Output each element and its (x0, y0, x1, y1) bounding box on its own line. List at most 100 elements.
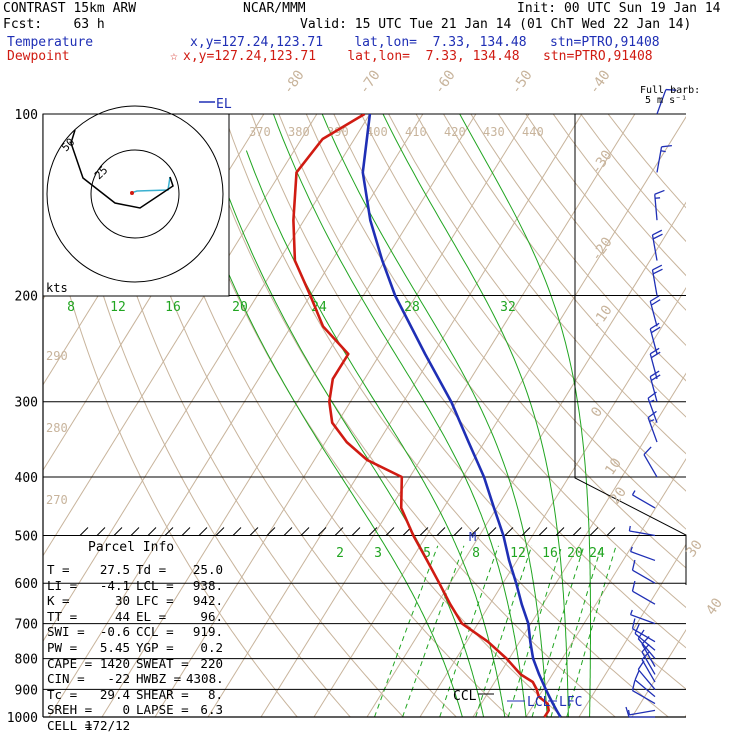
parcel-value: 96. (200, 608, 223, 624)
dry-adiabat-line (251, 114, 686, 690)
mixing-ratio-label: 3 (374, 546, 382, 561)
pressure-tick-label: 700 (15, 618, 38, 633)
mixing-ratio-line (550, 545, 602, 718)
parcel-value: 27.5 (99, 562, 130, 577)
wind-barb-staff (632, 569, 656, 584)
wind-barb-staff (656, 89, 667, 115)
wind-barb (651, 264, 663, 296)
parcel-value: 942. (192, 593, 223, 609)
barb-column-boundary (574, 114, 687, 585)
wind-barb-flag (650, 374, 661, 382)
wind-barb-staff (643, 454, 658, 478)
wind-barb (647, 410, 658, 443)
parcel-key: CELL = (47, 717, 93, 733)
isotherm-line (631, 628, 686, 718)
wind-barb-staff (634, 633, 656, 651)
dry-adiabat-line (113, 114, 457, 718)
parcel-info-row: K = 30 LFC = 942. (47, 593, 223, 609)
parcel-key: LCL = (136, 577, 174, 593)
dry-adiabat-line (470, 114, 686, 382)
wind-barb-half (628, 525, 631, 532)
moist-adiabat-line (459, 114, 591, 717)
hodograph-units: kts (46, 281, 68, 295)
moist-adiabat-line (245, 150, 506, 718)
wind-barb (631, 580, 656, 605)
wind-barb-flag (650, 326, 661, 334)
parcel-key: EL = (136, 608, 167, 624)
parcel-info-row: CAPE = 1420 SWEAT = 220 (47, 656, 223, 672)
wind-barb-flag (631, 618, 636, 629)
dry-adiabat-line (43, 180, 298, 718)
hatch-mark (249, 527, 259, 536)
wind-barbs (625, 88, 677, 718)
parcel-value: 172/12 (85, 717, 131, 733)
hodograph-ring-25 (90, 149, 180, 239)
wind-barb-staff (632, 590, 656, 605)
profile-series (292, 114, 562, 718)
isotherm-line (525, 457, 686, 718)
wind-barb-flag (649, 322, 660, 330)
hatch-mark (351, 527, 361, 536)
hatch-mark (113, 527, 123, 536)
parcel-key: SWI = (47, 624, 85, 640)
hodograph-origin-dot (130, 191, 134, 195)
parcel-value: 4308. (186, 671, 224, 687)
wind-barb-flag (652, 229, 663, 236)
hatch-mark (79, 527, 89, 536)
mixing-ratio-lines (374, 545, 617, 718)
m-label: M (469, 530, 476, 544)
theta-label: 380 (288, 125, 310, 139)
wind-barb-staff (630, 550, 656, 562)
hatch-mark (334, 527, 344, 536)
parcel-value: -4.1 (99, 577, 130, 593)
theta-label: 400 (366, 125, 388, 139)
dewpoint-profile-line (292, 114, 551, 718)
wind-barb-staff (651, 269, 658, 296)
theta-e-label: 12 (110, 300, 126, 315)
dry-adiabat-line (58, 114, 351, 718)
dry-adiabat-line (305, 114, 686, 609)
isotherm-label: 10 (602, 455, 625, 478)
dewpoint-star-icon: ☆ (170, 49, 178, 64)
parcel-info-row: SWI = -0.6 CCL = 919. (47, 624, 223, 640)
wind-barb (649, 322, 661, 355)
wind-barb-flag (649, 370, 660, 378)
dry-adiabat-line (86, 114, 404, 718)
wind-barb (634, 623, 656, 651)
level-markers: EL M CCL LCL LFC (199, 97, 582, 710)
wind-barb-flag (650, 299, 661, 306)
isotherm-line (48, 114, 424, 718)
dewpoint-location-info: x,y=127.24,123.71 lat,lon= 7.33, 134.48 … (183, 49, 653, 64)
wind-barb-flag (625, 706, 630, 718)
wind-barb-staff (649, 353, 658, 380)
parcel-key: LFC = (136, 593, 174, 609)
mixing-ratio-label: 2 (336, 546, 344, 561)
moist-adiabat-line (272, 114, 527, 718)
parcel-key: SHEAR = (136, 686, 189, 702)
wind-barb (627, 709, 656, 716)
dry-adiabat-line (360, 114, 686, 530)
theta-e-label: 24 (311, 300, 327, 315)
wind-barb-flag (634, 623, 640, 634)
parcel-key: HWBZ = (136, 671, 182, 687)
hatch-mark (487, 527, 497, 536)
parcel-key: YGP = (136, 639, 174, 655)
moist-adiabat-line (206, 220, 463, 718)
hatch-mark (470, 527, 480, 536)
dry-adiabat-line (278, 114, 686, 649)
mixing-ratio-label: 12 (510, 546, 526, 561)
isotherm-line (101, 114, 477, 718)
theta-e-label: 32 (500, 300, 516, 315)
hatch-mark (96, 527, 106, 536)
parcel-key: CIN = (47, 671, 85, 687)
pressure-tick-label: 200 (15, 290, 38, 305)
parcel-value: 1420 (99, 655, 130, 671)
isotherm-line (366, 201, 686, 718)
isotherm-label: 30 (683, 537, 706, 560)
pressure-tick-label: 800 (15, 653, 38, 668)
dry-adiabat-line (333, 114, 686, 569)
wind-barb (625, 706, 655, 718)
temperature-legend-label: Temperature (7, 35, 94, 50)
parcel-value: 919. (192, 624, 223, 640)
parcel-key: LI = (47, 577, 78, 593)
